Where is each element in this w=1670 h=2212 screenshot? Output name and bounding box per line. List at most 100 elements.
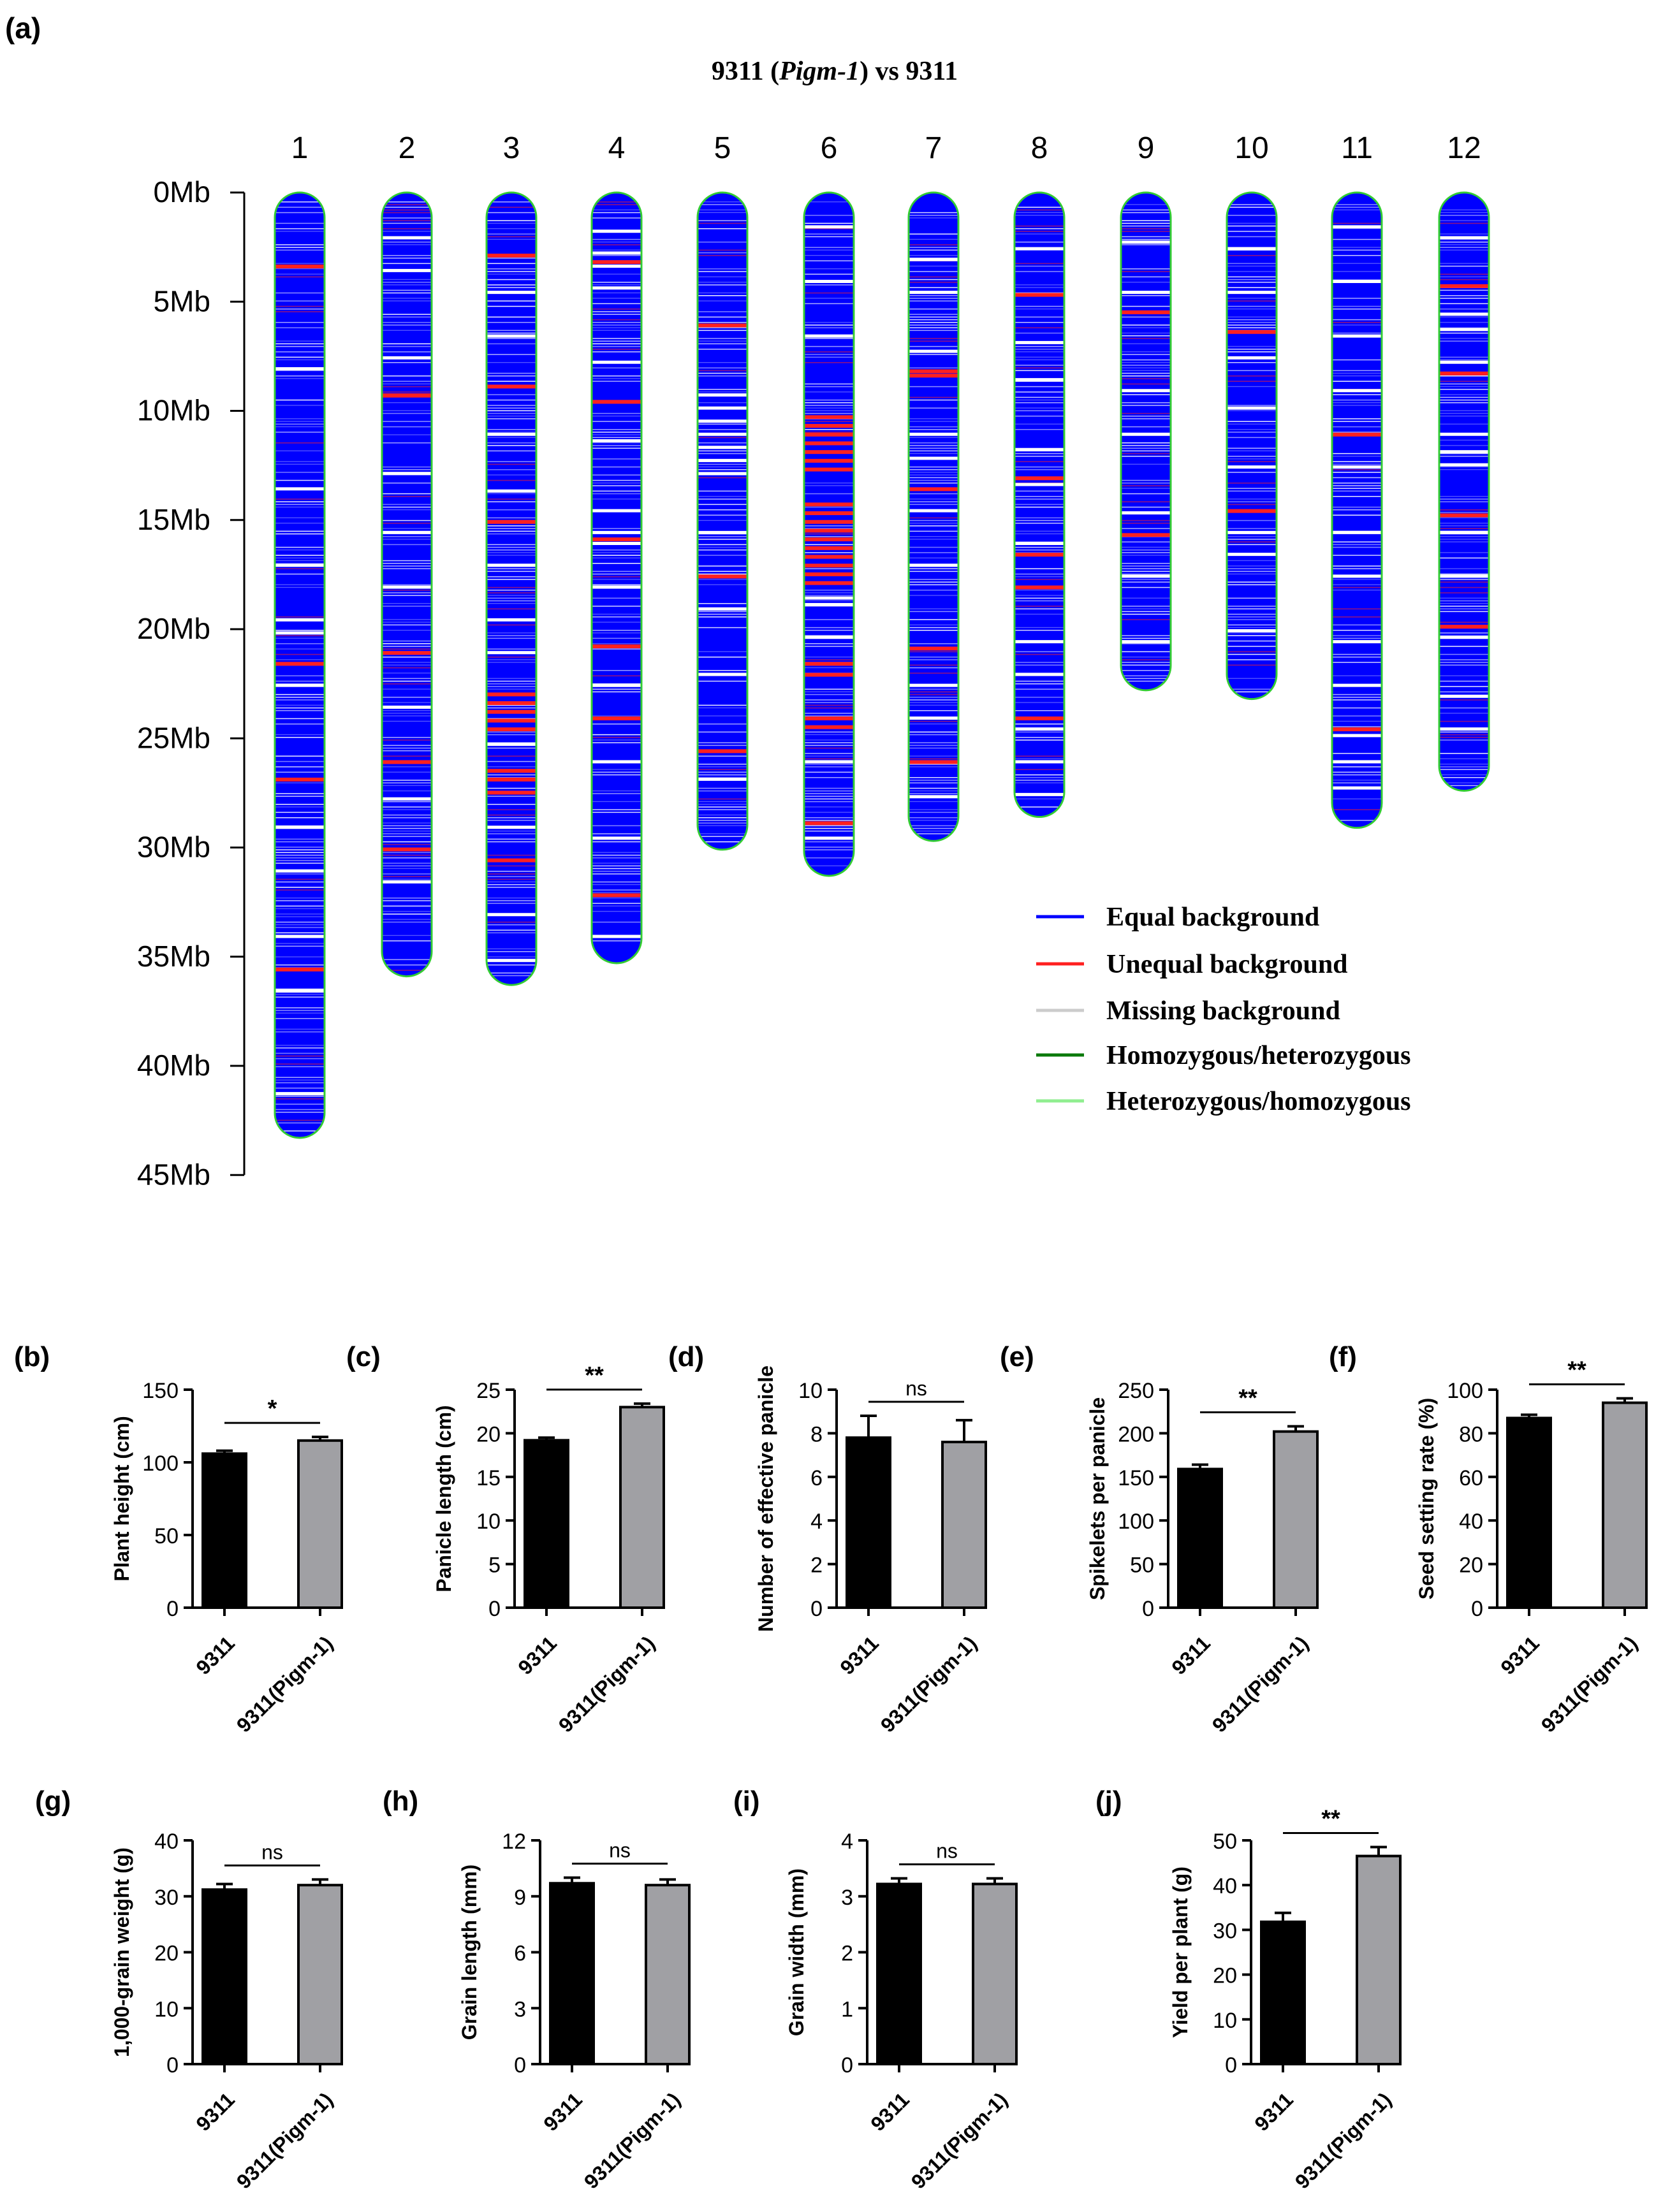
missing-marker [275, 989, 325, 993]
equal-marker [382, 434, 432, 435]
x-tick-label: 9311 [1250, 2088, 1298, 2136]
missing-marker [382, 643, 432, 644]
unequal-marker [1014, 327, 1064, 328]
unequal-marker [382, 651, 432, 655]
x-tick-label: 9311(Pigm-1) [1537, 1631, 1642, 1736]
equal-marker [804, 667, 854, 669]
missing-marker [592, 774, 641, 776]
missing-marker [1014, 597, 1064, 599]
missing-marker [1332, 421, 1382, 422]
missing-marker [909, 710, 958, 711]
missing-marker [592, 509, 641, 513]
equal-marker [909, 498, 958, 500]
unequal-marker [1332, 616, 1382, 618]
missing-marker [1332, 249, 1382, 251]
unequal-marker [487, 790, 536, 795]
equal-marker [275, 734, 325, 736]
y-tick-label: 100 [142, 1452, 179, 1476]
unequal-marker [487, 718, 536, 723]
equal-marker [487, 228, 536, 229]
unequal-marker [487, 878, 536, 880]
missing-marker [275, 244, 325, 245]
unequal-marker [909, 694, 958, 695]
missing-marker [1121, 416, 1171, 417]
missing-marker [1332, 204, 1382, 205]
missing-marker [1121, 637, 1171, 639]
missing-marker [1332, 715, 1382, 717]
missing-marker [275, 564, 325, 567]
missing-marker [382, 314, 432, 315]
missing-marker [1227, 571, 1277, 572]
missing-marker [1121, 220, 1171, 221]
unequal-marker [1227, 375, 1277, 377]
missing-marker [487, 528, 536, 529]
missing-marker [909, 699, 958, 701]
unequal-marker [698, 477, 747, 479]
missing-marker [275, 207, 325, 208]
missing-marker [382, 814, 432, 816]
missing-marker [1014, 378, 1064, 382]
missing-marker [382, 563, 432, 564]
missing-marker [275, 900, 325, 901]
missing-marker [275, 356, 325, 358]
y-tick-label: 25Mb [137, 721, 210, 754]
unequal-marker [1121, 501, 1171, 502]
missing-marker [275, 1095, 325, 1097]
missing-marker [592, 381, 641, 382]
unequal-marker [592, 644, 641, 648]
missing-marker [275, 1130, 325, 1131]
unequal-marker [804, 546, 854, 550]
missing-marker [909, 520, 958, 521]
missing-marker [487, 338, 536, 339]
unequal-marker [382, 386, 432, 388]
missing-marker [698, 603, 747, 604]
bar [1356, 1854, 1402, 2066]
missing-marker [698, 490, 747, 492]
missing-marker [1014, 608, 1064, 609]
missing-marker [804, 405, 854, 406]
missing-marker [909, 579, 958, 580]
y-tick-label: 40 [1213, 1874, 1237, 1898]
missing-marker [909, 426, 958, 428]
y-tick-label: 4 [810, 1510, 823, 1534]
equal-marker [1014, 552, 1064, 553]
equal-marker [382, 664, 432, 666]
unequal-marker [487, 809, 536, 810]
missing-marker [804, 429, 854, 430]
missing-marker [1332, 432, 1382, 433]
missing-marker [487, 777, 536, 778]
panel-label: (f) [1329, 1341, 1357, 1372]
unequal-marker [909, 338, 958, 339]
equal-marker [592, 434, 641, 435]
unequal-marker [804, 821, 854, 826]
missing-marker [382, 624, 432, 626]
chromosome-label: 4 [608, 131, 626, 165]
unequal-marker [909, 691, 958, 693]
missing-marker [382, 585, 432, 589]
unequal-marker [804, 725, 854, 729]
missing-marker [1014, 523, 1064, 524]
missing-marker [1121, 372, 1171, 374]
missing-marker [698, 777, 747, 781]
missing-marker [382, 841, 432, 843]
equal-marker [487, 552, 536, 553]
equal-marker [909, 755, 958, 757]
missing-marker [487, 683, 536, 685]
y-tick-label: 1 [841, 1997, 853, 2021]
unequal-marker [1332, 608, 1382, 609]
missing-marker [1227, 319, 1277, 321]
missing-marker [1332, 483, 1382, 484]
missing-marker [275, 643, 325, 644]
missing-marker [275, 680, 325, 682]
missing-marker [1332, 238, 1382, 240]
missing-marker [1227, 584, 1277, 586]
missing-marker [804, 745, 854, 746]
missing-marker [487, 913, 536, 917]
unequal-marker [275, 967, 325, 971]
unequal-marker [487, 873, 536, 875]
missing-marker [487, 718, 536, 720]
unequal-marker [909, 760, 958, 764]
missing-marker [592, 871, 641, 872]
equal-marker [487, 678, 536, 679]
missing-marker [487, 568, 536, 569]
